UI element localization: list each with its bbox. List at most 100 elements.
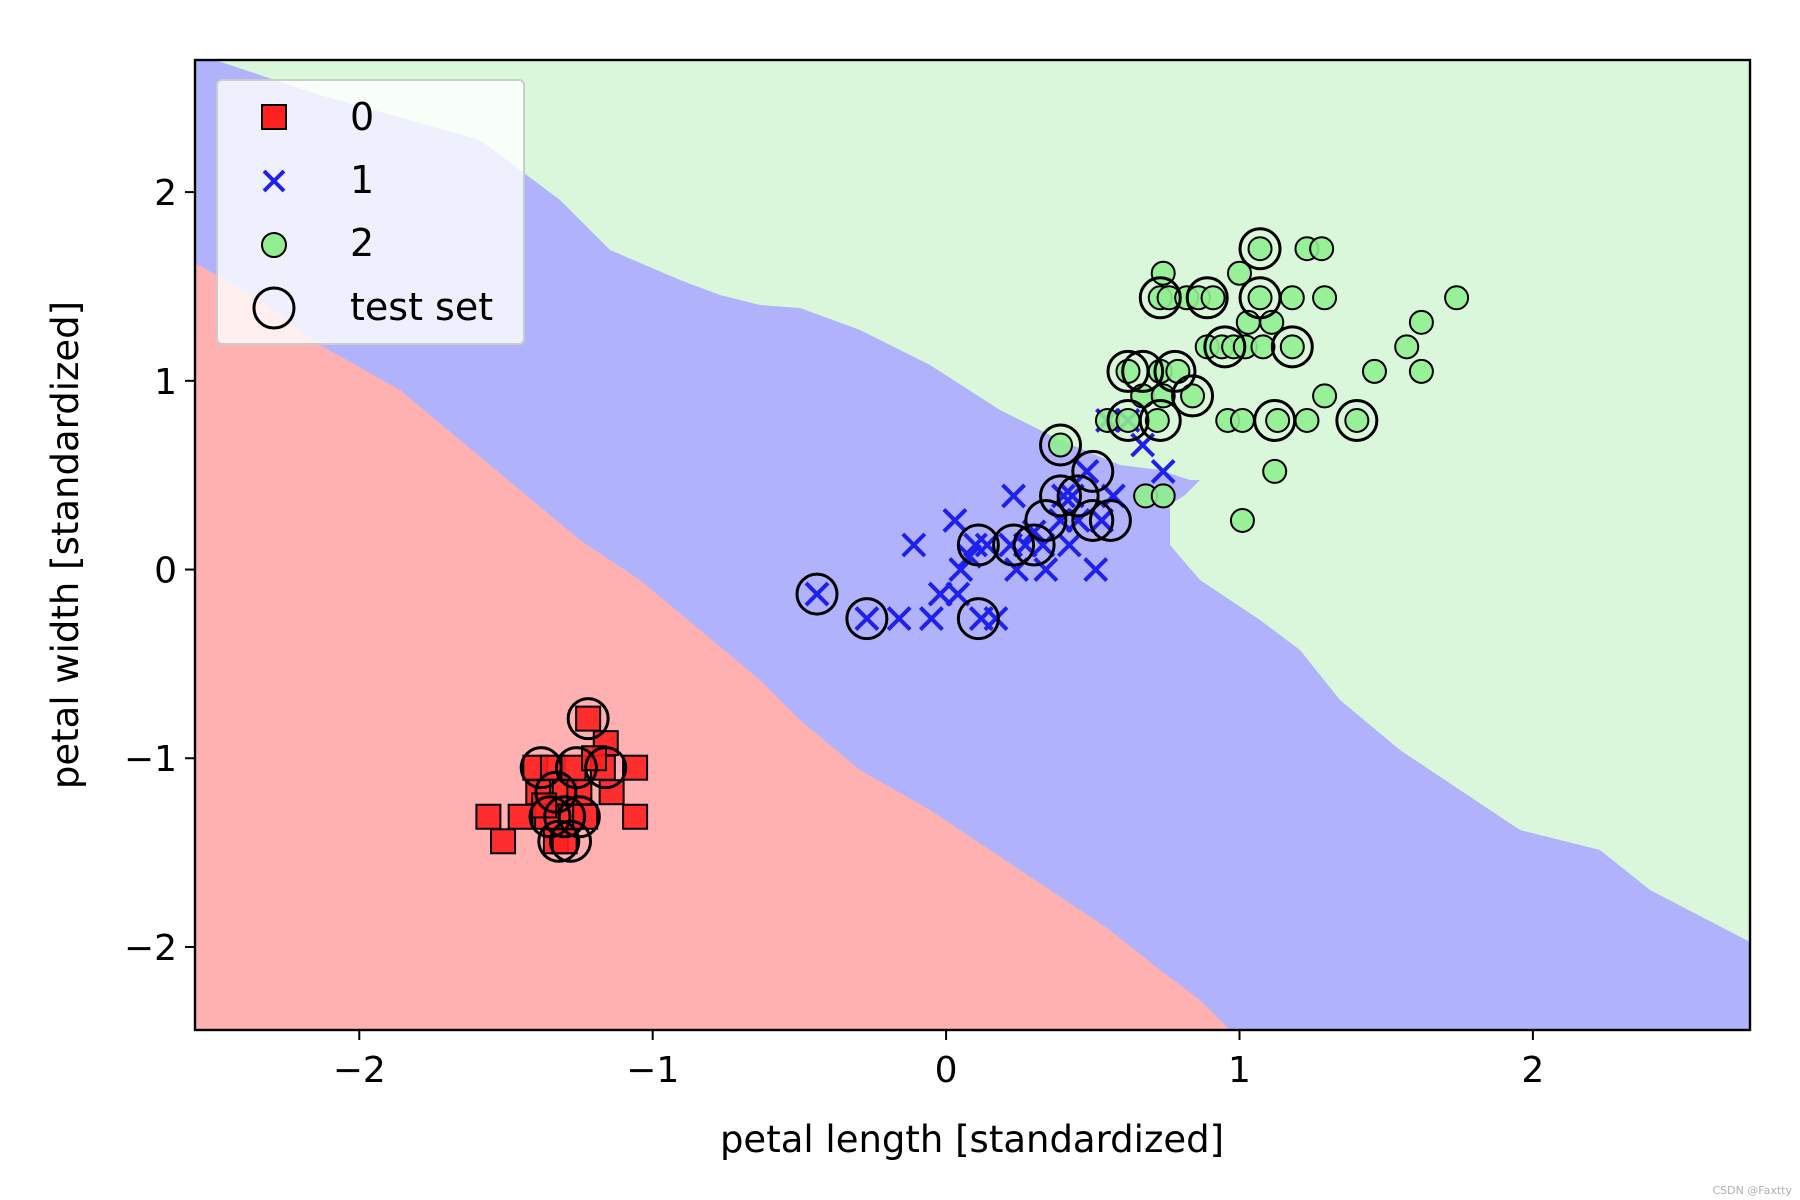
point-class-0 [475, 803, 502, 830]
point-class-2 [1394, 334, 1420, 360]
y-tick-label: −1 [124, 739, 177, 780]
test-set-point [1270, 325, 1314, 369]
point-class-2 [1250, 334, 1276, 360]
point-class-2 [1247, 285, 1273, 311]
legend-label-0: 0 [350, 95, 374, 139]
point-class-2 [1408, 358, 1434, 384]
x-axis-label: petal length [standardized] [720, 1118, 1224, 1161]
point-class-2 [1180, 383, 1206, 409]
test-set-point [554, 746, 598, 790]
watermark: CSDN @Faxtty [1712, 1184, 1792, 1197]
point-class-2 [1444, 285, 1470, 311]
y-axis-label: petal width [standardized] [44, 301, 87, 789]
point-class-1 [983, 606, 1009, 632]
test-set-point [1138, 276, 1182, 320]
x-tick-label: −1 [626, 1050, 679, 1091]
point-class-0 [622, 803, 649, 830]
x-axis: −2 −1 0 1 2 [333, 1030, 1544, 1091]
point-class-2 [1279, 285, 1305, 311]
test-set-point [1171, 374, 1215, 418]
point-class-2 [1115, 407, 1141, 433]
point-class-1 [963, 532, 988, 558]
test-set-point [1071, 498, 1115, 542]
point-class-2 [1408, 309, 1434, 335]
test-set-point [1024, 498, 1068, 542]
test-set-point [956, 523, 1000, 567]
test-set-point [1121, 349, 1165, 393]
point-class-2 [1265, 407, 1291, 433]
legend-x-icon [262, 169, 286, 193]
test-set-point [1185, 276, 1229, 320]
legend-box [216, 79, 525, 345]
test-set-point [1012, 523, 1056, 567]
point-class-1 [854, 606, 880, 632]
x-tick-label: 1 [1228, 1050, 1251, 1091]
test-set-point [537, 819, 581, 863]
point-class-1 [942, 508, 968, 533]
point-class-2 [1200, 285, 1226, 311]
test-set-point [1088, 498, 1132, 542]
test-set-point [528, 795, 572, 839]
point-class-1 [945, 581, 971, 607]
test-set-point [1106, 349, 1150, 393]
test-set-point [992, 523, 1036, 567]
x-tick-label: 0 [935, 1050, 958, 1091]
test-set-point [519, 746, 563, 790]
y-axis: −2 −1 0 1 2 [124, 173, 195, 969]
point-class-1 [1074, 458, 1100, 484]
region-class-0 [195, 263, 1230, 1030]
point-class-1 [1083, 557, 1109, 582]
point-class-2 [1144, 407, 1170, 433]
test-set-point [1153, 349, 1197, 393]
y-tick-label: −2 [124, 928, 177, 969]
point-class-2 [1262, 458, 1288, 484]
test-set-point [956, 597, 1000, 641]
test-set-point [1335, 398, 1379, 442]
test-set-point [584, 746, 628, 790]
point-class-2 [1150, 483, 1176, 509]
point-class-1 [1033, 557, 1059, 582]
point-class-1 [804, 581, 830, 607]
y-tick-label: 2 [154, 173, 177, 214]
point-class-2 [1312, 285, 1338, 311]
point-class-2 [1229, 507, 1255, 533]
point-class-1 [1056, 532, 1082, 558]
legend-open-circle-icon [252, 286, 296, 330]
legend-label-2: 2 [350, 221, 374, 265]
y-tick-label: 1 [154, 362, 177, 403]
point-class-2 [1312, 383, 1338, 409]
test-set-point [566, 697, 610, 741]
point-class-1 [1001, 483, 1026, 509]
x-tick-label: 2 [1521, 1050, 1544, 1091]
legend-label-test-set: test set [350, 285, 493, 329]
point-class-0 [598, 779, 625, 806]
test-set-point [1106, 398, 1150, 442]
y-tick-label: 0 [154, 551, 177, 592]
test-set-point [1138, 398, 1182, 442]
point-class-1 [919, 606, 944, 632]
point-class-2 [1048, 432, 1074, 458]
point-class-0 [575, 705, 602, 732]
test-set-point [1238, 276, 1282, 320]
test-set-point [1253, 398, 1297, 442]
point-class-2 [1226, 260, 1252, 286]
test-set-point [1203, 325, 1247, 369]
test-set-point [795, 572, 839, 616]
point-class-1 [927, 581, 953, 607]
point-class-1 [1150, 458, 1176, 484]
legend-square-icon [261, 104, 287, 130]
point-class-1 [886, 606, 912, 632]
point-class-1 [1089, 508, 1115, 533]
point-class-2 [1279, 334, 1305, 360]
point-class-2 [1247, 236, 1273, 262]
point-class-2 [1115, 358, 1141, 384]
test-set-point [1039, 474, 1083, 518]
legend-label-1: 1 [350, 158, 374, 202]
test-set-point [1238, 227, 1282, 271]
point-class-2 [1361, 358, 1387, 384]
test-set-point [1039, 423, 1083, 467]
x-tick-label: −2 [333, 1050, 386, 1091]
test-set-point [1056, 474, 1100, 518]
legend: 0 1 2 test set [216, 79, 525, 345]
